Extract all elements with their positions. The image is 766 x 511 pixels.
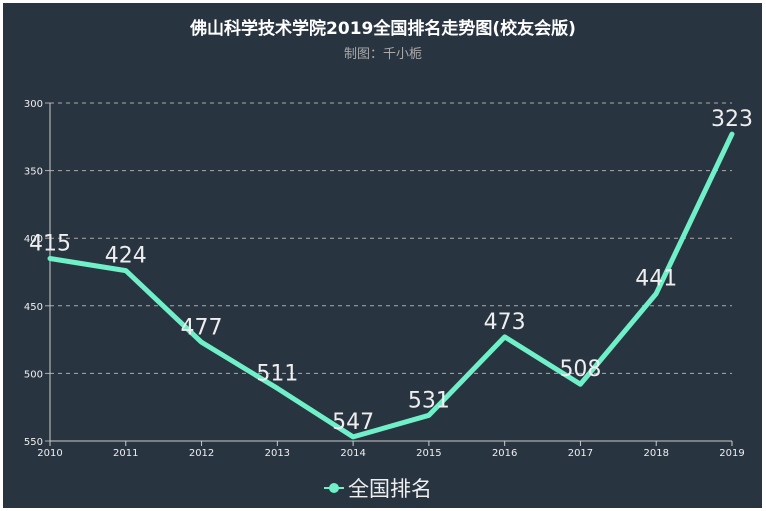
grid-lines bbox=[50, 102, 732, 374]
x-tick-label: 2011 bbox=[113, 448, 138, 459]
legend[interactable]: 全国排名 bbox=[324, 477, 432, 501]
data-label: 477 bbox=[181, 315, 223, 340]
data-label: 473 bbox=[484, 310, 526, 335]
y-axis: 300 350 400 450 500 550 bbox=[24, 99, 51, 448]
x-tick-label: 2016 bbox=[492, 448, 517, 459]
chart-subtitle: 制图：千小栀 bbox=[344, 47, 422, 62]
x-tick-label: 2018 bbox=[643, 448, 668, 459]
chart-title: 佛山科学技术学院2019全国排名走势图(校友会版) bbox=[189, 18, 576, 39]
data-label: 511 bbox=[256, 361, 298, 386]
y-tick-label: 300 bbox=[24, 99, 43, 110]
data-label: 508 bbox=[559, 357, 601, 382]
x-tick-label: 2014 bbox=[340, 448, 365, 459]
series-line[interactable] bbox=[47, 131, 735, 440]
data-label: 531 bbox=[408, 388, 450, 413]
y-tick-label: 550 bbox=[24, 437, 43, 448]
x-axis: 2010 2011 2012 2013 2014 2015 2016 2017 2018 2019 bbox=[37, 440, 745, 459]
data-label: 323 bbox=[711, 107, 753, 132]
y-tick-label: 400 bbox=[24, 234, 43, 245]
ranking-line[interactable] bbox=[47, 131, 735, 440]
x-tick-label: 2013 bbox=[265, 448, 290, 459]
legend-marker-icon bbox=[329, 483, 339, 493]
data-label: 547 bbox=[332, 410, 374, 435]
x-tick-label: 2012 bbox=[189, 448, 214, 459]
legend-label: 全国排名 bbox=[348, 477, 432, 501]
y-tick-label: 450 bbox=[24, 302, 43, 313]
x-tick-label: 2015 bbox=[416, 448, 441, 459]
x-tick-label: 2010 bbox=[37, 448, 62, 459]
y-tick-label: 500 bbox=[24, 369, 43, 380]
data-label: 424 bbox=[105, 244, 147, 269]
data-label: 441 bbox=[635, 267, 677, 292]
x-tick-label: 2019 bbox=[719, 448, 744, 459]
data-label: 415 bbox=[29, 231, 71, 256]
data-labels: 415 424 477 511 547 531 473 508 441 323 bbox=[29, 107, 753, 435]
chart-background bbox=[3, 3, 762, 508]
y-tick-label: 350 bbox=[24, 167, 43, 178]
x-tick-label: 2017 bbox=[568, 448, 593, 459]
